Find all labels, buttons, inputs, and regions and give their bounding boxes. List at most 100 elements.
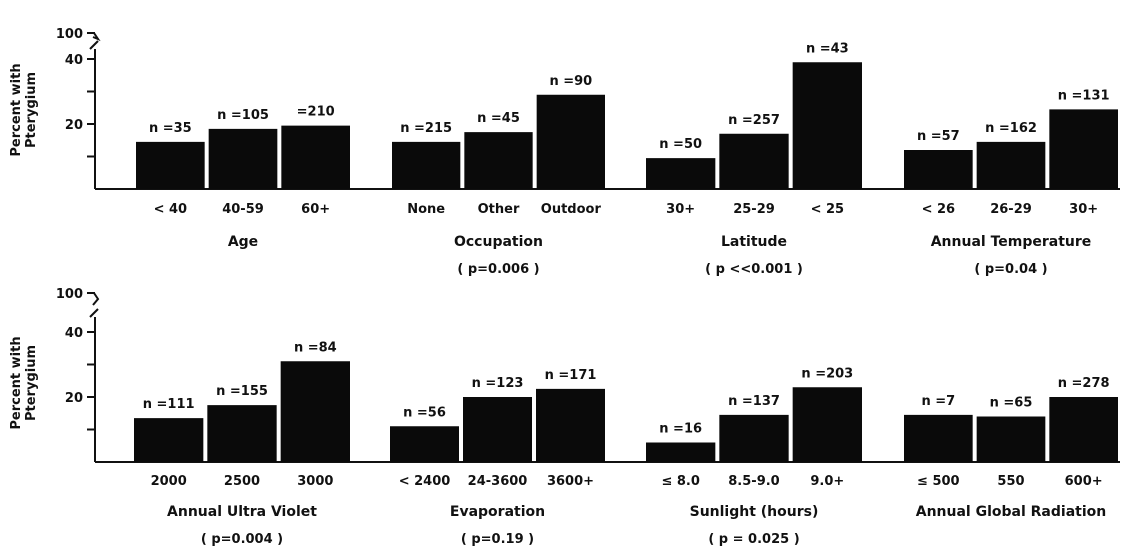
group-label: Evaporation <box>450 504 545 520</box>
group-label: Occupation <box>454 234 543 250</box>
x-tick-label: 3600+ <box>547 474 594 489</box>
bar <box>719 414 789 462</box>
p-value-label: ( p = 0.025 ) <box>708 532 799 547</box>
bar-n-label: =210 <box>297 105 335 120</box>
bar-n-label: n =203 <box>801 366 853 381</box>
bar-n-label: n =111 <box>143 397 195 412</box>
bar <box>904 414 973 462</box>
bar <box>207 405 277 462</box>
bar-group: n =111 2000 n =155 2500 n =84 3000 Annual Ultr… <box>134 340 350 547</box>
axis-break-mark <box>89 40 99 50</box>
x-tick-label: 2500 <box>224 474 260 489</box>
x-tick-label: 24-3600 <box>468 474 528 489</box>
bar-group: n =7 ≤ 500 n =65 550 n =278 600+ Annual Global… <box>904 376 1118 520</box>
x-tick-label: 30+ <box>666 202 695 217</box>
x-tick-label: Outdoor <box>541 202 602 217</box>
bar <box>719 133 789 189</box>
bar-group: n =35 < 40 n =105 40-59 =210 60+ Age <box>136 105 350 250</box>
bar-n-label: n =16 <box>659 422 702 437</box>
bar-group: n =16 ≤ 8.0 n =137 8.5-9.0 n =203 9.0+ Sunligh… <box>646 366 862 547</box>
p-value-label: ( p=0.004 ) <box>201 532 283 547</box>
x-tick-label: None <box>407 202 445 217</box>
bar <box>208 128 278 189</box>
bar <box>976 141 1046 189</box>
axis-break-mark <box>89 308 99 318</box>
x-tick-label: < 40 <box>154 202 188 217</box>
bar <box>646 158 716 189</box>
group-label: Annual Global Radiation <box>916 504 1106 520</box>
bar-n-label: n =162 <box>985 121 1037 136</box>
y-axis-label: Percent withPterygium <box>9 336 39 429</box>
y-tick-label: 100 <box>56 287 83 302</box>
bar <box>1049 397 1118 462</box>
bar-n-label: n =257 <box>728 113 780 128</box>
bar-group: n =57 < 26 n =162 26-29 n =131 30+ Annual Temp… <box>904 88 1118 277</box>
bar <box>463 397 532 462</box>
bar-group: n =50 30+ n =257 25-29 n =43 < 25 Latitude ( p … <box>646 41 862 277</box>
y-axis-label: Percent withPterygium <box>9 63 39 156</box>
x-tick-label: 9.0+ <box>810 474 844 489</box>
x-tick-label: < 25 <box>811 202 845 217</box>
bar-n-label: n =56 <box>403 405 446 420</box>
bar <box>464 132 533 189</box>
bar <box>536 94 605 189</box>
bar-n-label: n =155 <box>216 384 268 399</box>
y-tick-label: 20 <box>65 391 83 406</box>
bar-n-label: n =90 <box>549 74 592 89</box>
x-tick-label: 550 <box>997 474 1024 489</box>
bar-n-label: n =50 <box>659 137 702 152</box>
bar-n-label: n =105 <box>217 108 269 123</box>
bar <box>792 62 862 189</box>
y-axis-upper <box>92 32 101 42</box>
x-tick-label: 3000 <box>297 474 333 489</box>
bar-n-label: n =45 <box>477 111 520 126</box>
bar-n-label: n =7 <box>921 394 955 409</box>
bar-n-label: n =278 <box>1058 376 1110 391</box>
x-tick-label: 2000 <box>151 474 187 489</box>
bar <box>390 426 459 462</box>
bar-n-label: n =137 <box>728 394 780 409</box>
bar <box>792 387 862 462</box>
group-label: Annual Temperature <box>931 234 1092 250</box>
p-value-label: ( p=0.19 ) <box>461 532 534 547</box>
y-tick-label: 100 <box>56 27 83 42</box>
y-tick-label: 40 <box>65 53 83 68</box>
group-label: Age <box>228 234 258 250</box>
bar-n-label: n =123 <box>472 376 524 391</box>
x-tick-label: Other <box>478 202 520 217</box>
bar <box>904 150 973 189</box>
bar <box>134 418 204 462</box>
bar <box>976 416 1046 462</box>
bar-n-label: n =131 <box>1058 88 1110 103</box>
bar <box>281 125 350 189</box>
bar-n-label: n =65 <box>990 396 1033 411</box>
p-value-label: ( p=0.04 ) <box>974 262 1047 277</box>
x-tick-label: < 2400 <box>399 474 451 489</box>
bar-n-label: n =57 <box>917 129 960 144</box>
x-tick-label: 25-29 <box>733 202 775 217</box>
bar-group: n =56 < 2400 n =123 24-3600 n =171 3600+Evapo… <box>390 368 605 547</box>
group-label: Annual Ultra Violet <box>167 504 317 520</box>
bar-n-label: n =43 <box>806 41 849 56</box>
bar <box>1049 109 1118 189</box>
x-tick-label: 8.5-9.0 <box>728 474 779 489</box>
bar <box>392 141 461 189</box>
x-tick-label: 600+ <box>1065 474 1103 489</box>
bar-n-label: n =171 <box>545 368 597 383</box>
bar <box>280 361 350 462</box>
x-tick-label: 40-59 <box>222 202 264 217</box>
x-tick-label: < 26 <box>922 202 956 217</box>
y-axis-upper <box>92 292 100 306</box>
x-tick-label: ≤ 500 <box>917 474 960 489</box>
bar-group: n =215 None n =45 Other n =90 Outdoor Occupati… <box>392 74 605 277</box>
bar-n-label: n =215 <box>400 121 452 136</box>
x-tick-label: ≤ 8.0 <box>661 474 699 489</box>
x-tick-label: 30+ <box>1069 202 1098 217</box>
x-tick-label: 26-29 <box>990 202 1032 217</box>
group-label: Sunlight (hours) <box>690 504 819 520</box>
bar <box>136 141 205 189</box>
p-value-label: ( p <<0.001 ) <box>705 262 803 277</box>
